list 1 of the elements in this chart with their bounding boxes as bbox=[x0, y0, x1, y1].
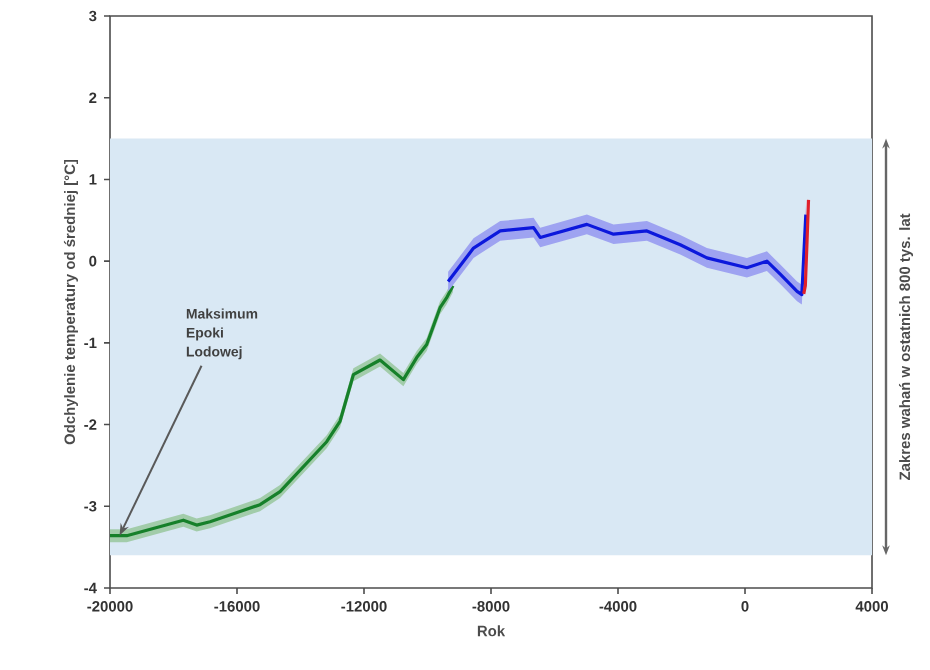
line-series bbox=[802, 198, 811, 296]
